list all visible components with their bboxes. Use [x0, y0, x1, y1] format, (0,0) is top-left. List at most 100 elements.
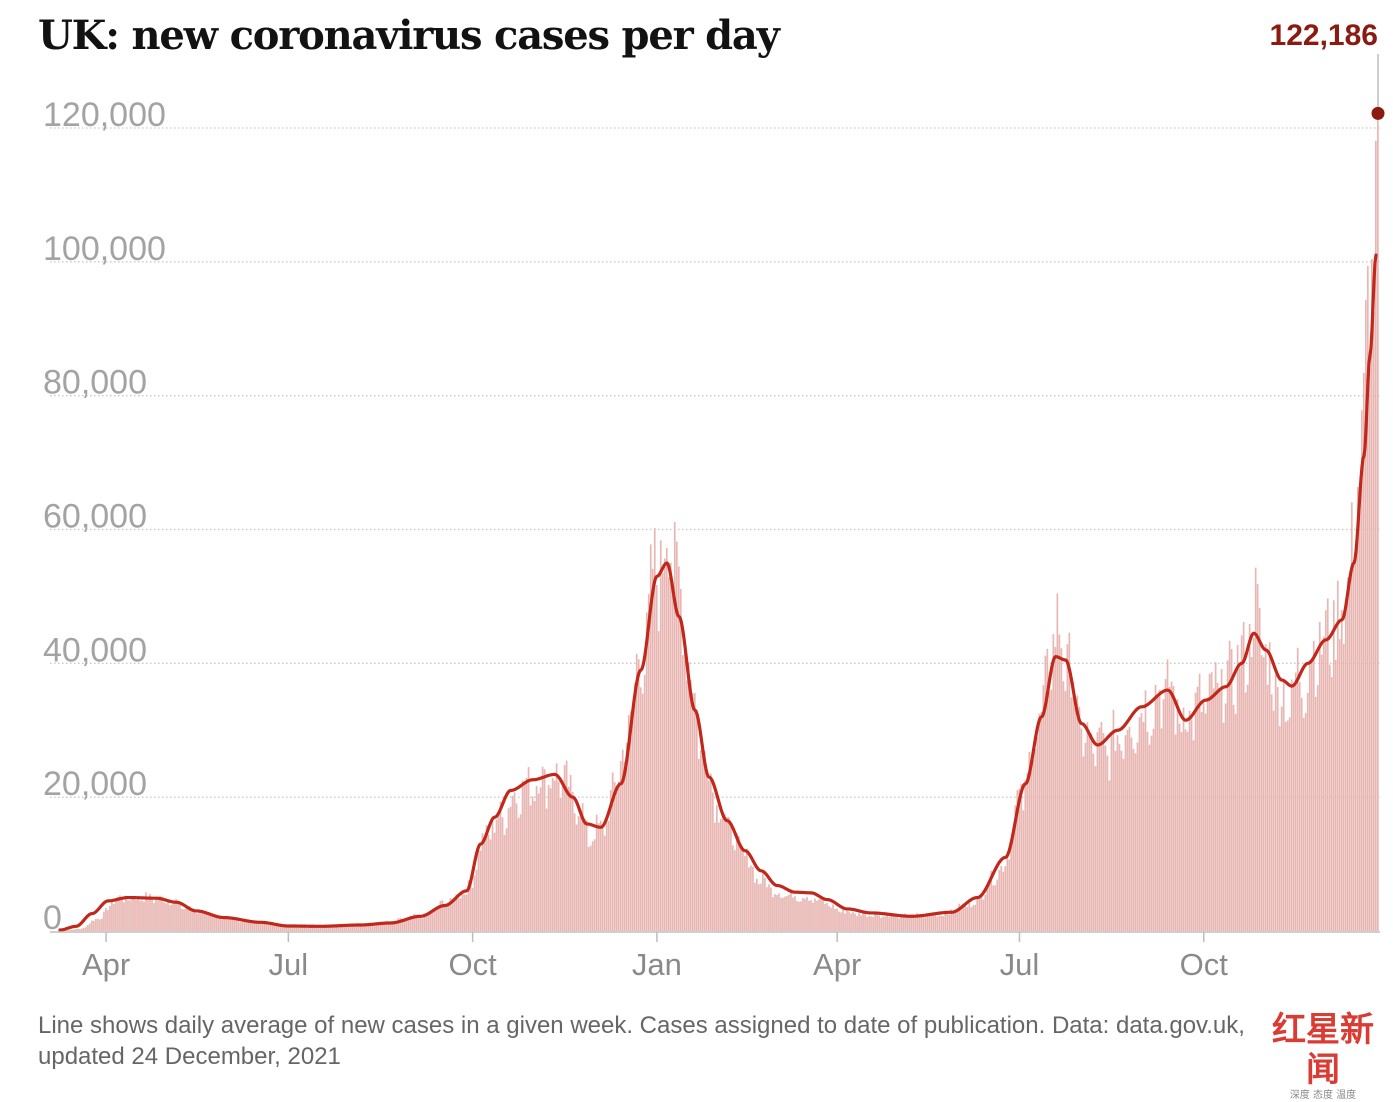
bar-day-302	[664, 558, 666, 931]
bar-day-614	[1289, 717, 1291, 931]
bar-day-51	[161, 897, 163, 931]
bar-day-403	[866, 917, 868, 931]
bar-day-88	[235, 921, 237, 931]
bar-day-500	[1061, 648, 1063, 931]
bar-day-457	[974, 905, 976, 931]
bar-day-578	[1217, 683, 1219, 931]
bar-day-630	[1321, 655, 1323, 931]
bar-day-231	[522, 781, 524, 931]
bar-day-377	[814, 899, 816, 931]
bar-day-25	[109, 906, 111, 931]
bar-day-376	[812, 903, 814, 931]
bar-day-315	[690, 680, 692, 931]
bar-day-90	[239, 922, 241, 931]
bar-day-588	[1237, 645, 1239, 931]
bar-day-590	[1241, 635, 1243, 931]
bar-day-573	[1207, 697, 1209, 931]
bar-day-226	[512, 796, 514, 931]
bar-day-473	[1006, 857, 1008, 931]
bar-day-347	[754, 883, 756, 931]
bar-day-391	[842, 910, 844, 931]
bar-day-545	[1151, 736, 1153, 931]
bar-day-623	[1307, 693, 1309, 931]
bar-day-423	[906, 917, 908, 931]
bar-day-326	[712, 792, 714, 931]
bar-day-642	[1345, 599, 1347, 931]
bar-day-47	[153, 903, 155, 931]
bar-day-366	[792, 898, 794, 932]
bar-day-193	[446, 903, 448, 931]
bar-day-372	[804, 899, 806, 931]
bar-day-401	[862, 914, 864, 931]
bar-day-551	[1163, 699, 1165, 931]
bar-day-546	[1153, 729, 1155, 931]
bar-day-34	[127, 900, 129, 931]
bar-day-251	[562, 780, 564, 931]
bar-day-345	[750, 865, 752, 931]
bar-day-516	[1093, 754, 1095, 931]
bar-day-378	[816, 901, 818, 931]
bar-day-418	[896, 916, 898, 931]
bar-day-607	[1275, 675, 1277, 931]
bar-day-280	[620, 761, 622, 931]
bar-day-498	[1057, 594, 1059, 931]
bar-day-189	[438, 907, 440, 931]
bar-day-440	[940, 916, 942, 931]
bar-day-13	[85, 927, 87, 931]
bar-day-348	[756, 879, 758, 931]
bar-day-540	[1141, 713, 1143, 931]
bar-day-419	[898, 919, 900, 931]
bar-day-41	[141, 901, 143, 931]
bar-day-324	[708, 781, 710, 931]
bar-day-536	[1133, 749, 1135, 931]
bar-day-329	[718, 822, 720, 931]
bar-day-94	[247, 923, 249, 931]
bar-day-585	[1231, 649, 1233, 931]
grid-lines	[50, 128, 1380, 797]
bar-day-524	[1109, 781, 1111, 932]
bar-day-517	[1095, 766, 1097, 931]
bar-day-559	[1179, 724, 1181, 931]
bar-day-447	[954, 912, 956, 931]
bar-day-467	[994, 885, 996, 931]
bar-day-453	[966, 907, 968, 931]
bar-day-569	[1199, 674, 1201, 931]
bar-day-321	[702, 746, 704, 931]
bar-day-592	[1245, 693, 1247, 931]
bar-day-601	[1263, 657, 1265, 931]
bar-day-21	[101, 919, 103, 931]
bar-day-579	[1219, 691, 1221, 931]
bar-day-442	[944, 913, 946, 931]
bar-day-561	[1183, 708, 1185, 931]
bar-day-608	[1277, 687, 1279, 931]
bar-day-483	[1026, 773, 1028, 931]
bar-day-76	[211, 915, 213, 931]
bar-day-10	[79, 929, 81, 931]
bar-day-649	[1359, 483, 1361, 931]
bar-day-265	[590, 846, 592, 931]
bar-day-200	[460, 898, 462, 931]
bar-day-410	[880, 918, 882, 931]
bar-day-256	[572, 792, 574, 931]
bar-day-390	[840, 912, 842, 931]
bar-day-456	[972, 905, 974, 931]
bar-day-205	[470, 885, 472, 931]
bar-day-299	[658, 631, 660, 931]
bar-day-499	[1059, 634, 1061, 931]
bar-day-6	[71, 930, 73, 931]
bar-day-57	[173, 901, 175, 931]
bar-day-48	[155, 900, 157, 931]
peak-marker	[1371, 107, 1384, 120]
bar-day-361	[782, 898, 784, 931]
bar-day-199	[458, 899, 460, 932]
footnote-line-2: updated 24 December, 2021	[38, 1041, 1338, 1072]
bar-day-583	[1227, 660, 1229, 931]
bar-day-494	[1049, 691, 1051, 931]
bar-day-562	[1185, 729, 1187, 931]
bar-day-414	[888, 917, 890, 931]
bar-day-572	[1205, 713, 1207, 931]
bar-day-267	[594, 839, 596, 931]
bar-day-416	[892, 916, 894, 931]
bar-day-4	[67, 930, 69, 931]
